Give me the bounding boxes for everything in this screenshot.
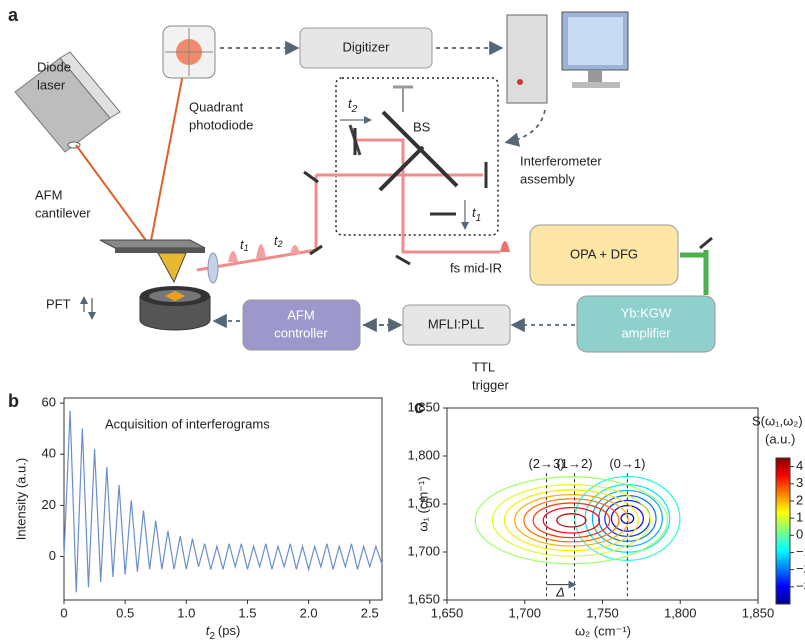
y-axis-label: Intensity (a.u.)	[13, 458, 28, 540]
label: laser	[37, 77, 66, 92]
cantilever	[100, 240, 205, 248]
unit: (ps)	[218, 623, 240, 638]
x-tick-label: 1,750	[586, 605, 619, 620]
label: Digitizer	[343, 39, 391, 54]
label: t2	[348, 96, 358, 114]
subscript: 1	[476, 213, 482, 224]
label: t1	[472, 205, 481, 223]
pulse	[500, 241, 510, 252]
colorbar-tick-label: 3	[796, 475, 803, 490]
contour	[543, 508, 599, 534]
subscript: 1	[244, 243, 249, 253]
colorbar-tick-label: 1	[796, 510, 803, 525]
annotation: Acquisition of interferograms	[105, 416, 270, 431]
colorbar-tick-label: 0	[796, 527, 803, 542]
x-tick-label: 1.0	[177, 605, 195, 620]
x-tick-label: 1,800	[664, 605, 697, 620]
label: PFT	[46, 296, 71, 311]
panel-label: b	[8, 391, 19, 411]
data-line	[64, 411, 382, 593]
x-tick-label: 1,850	[742, 605, 775, 620]
subscript: 2	[277, 239, 283, 249]
x-tick-label: 1,700	[508, 605, 541, 620]
label: assembly	[520, 171, 575, 186]
delta-label: Δ	[555, 585, 565, 600]
label: Interferometer	[520, 153, 602, 168]
contour	[533, 503, 610, 538]
y-tick-label: 1,700	[407, 543, 440, 558]
x-tick-label: 1.5	[238, 605, 256, 620]
colorbar-tick-label: 2	[796, 492, 803, 507]
subscript: 2	[351, 104, 358, 115]
y-tick-label: 1,750	[407, 495, 440, 510]
x-axis-label: ω₂ (cm⁻¹)	[575, 623, 631, 638]
label: OPA + DFG	[570, 246, 638, 261]
x-tick-label: 0	[60, 605, 67, 620]
label: AFM	[35, 187, 62, 202]
subscript: 2	[209, 631, 215, 641]
colorbar-tick-label: −2	[796, 561, 805, 576]
colorbar-title: (a.u.)	[765, 431, 795, 446]
label: MFLI:PLL	[428, 316, 484, 331]
figure: a Diode laser Quadrant photodiode Digiti…	[0, 0, 805, 641]
colorbar-tick-label: −1	[796, 544, 805, 559]
colorbar-tick-label: −3	[796, 578, 805, 593]
colorbar-title: S(ω₁,ω₂)	[752, 413, 803, 428]
x-tick-label: 1,650	[431, 605, 464, 620]
y-tick-label: 1,850	[407, 399, 440, 414]
computer	[507, 12, 628, 103]
lens	[208, 253, 218, 283]
contour	[557, 514, 586, 527]
label: photodiode	[189, 117, 253, 132]
x-tick-label: 0.5	[116, 605, 134, 620]
transition-label: (0→1)	[609, 456, 645, 471]
label: BS	[413, 119, 431, 134]
label: Quadrant	[189, 99, 244, 114]
tip	[158, 253, 186, 282]
x-tick-label: 2.0	[300, 605, 318, 620]
sample	[140, 286, 210, 330]
label: trigger	[472, 377, 510, 392]
y-tick-label: 1,800	[407, 447, 440, 462]
label: fs mid-IR	[450, 260, 502, 275]
laser-beam	[150, 58, 186, 246]
y-tick-label: 60	[42, 395, 56, 410]
label: t2	[274, 233, 283, 249]
transition-label: (1→2)	[556, 456, 592, 471]
y-tick-label: 1,650	[407, 591, 440, 606]
colorbar	[776, 458, 790, 604]
label: t1	[240, 237, 249, 253]
x-axis-label: t2(ps)	[206, 623, 241, 641]
label: AFM	[287, 307, 314, 322]
label: amplifier	[621, 325, 671, 340]
label: Diode	[37, 59, 71, 74]
amplifier-box	[577, 296, 715, 352]
y-tick-label: 40	[42, 446, 56, 461]
y-tick-label: 0	[49, 548, 56, 563]
x-tick-label: 2.5	[361, 605, 379, 620]
label: Yb:KGW	[621, 305, 672, 320]
label: TTL	[472, 359, 495, 374]
y-tick-label: 20	[42, 497, 56, 512]
label: controller	[274, 325, 328, 340]
laser-beam	[76, 145, 150, 246]
contour	[492, 485, 650, 557]
panel-label: a	[8, 5, 19, 25]
label: cantilever	[35, 205, 91, 220]
colorbar-tick-label: 4	[796, 458, 803, 473]
